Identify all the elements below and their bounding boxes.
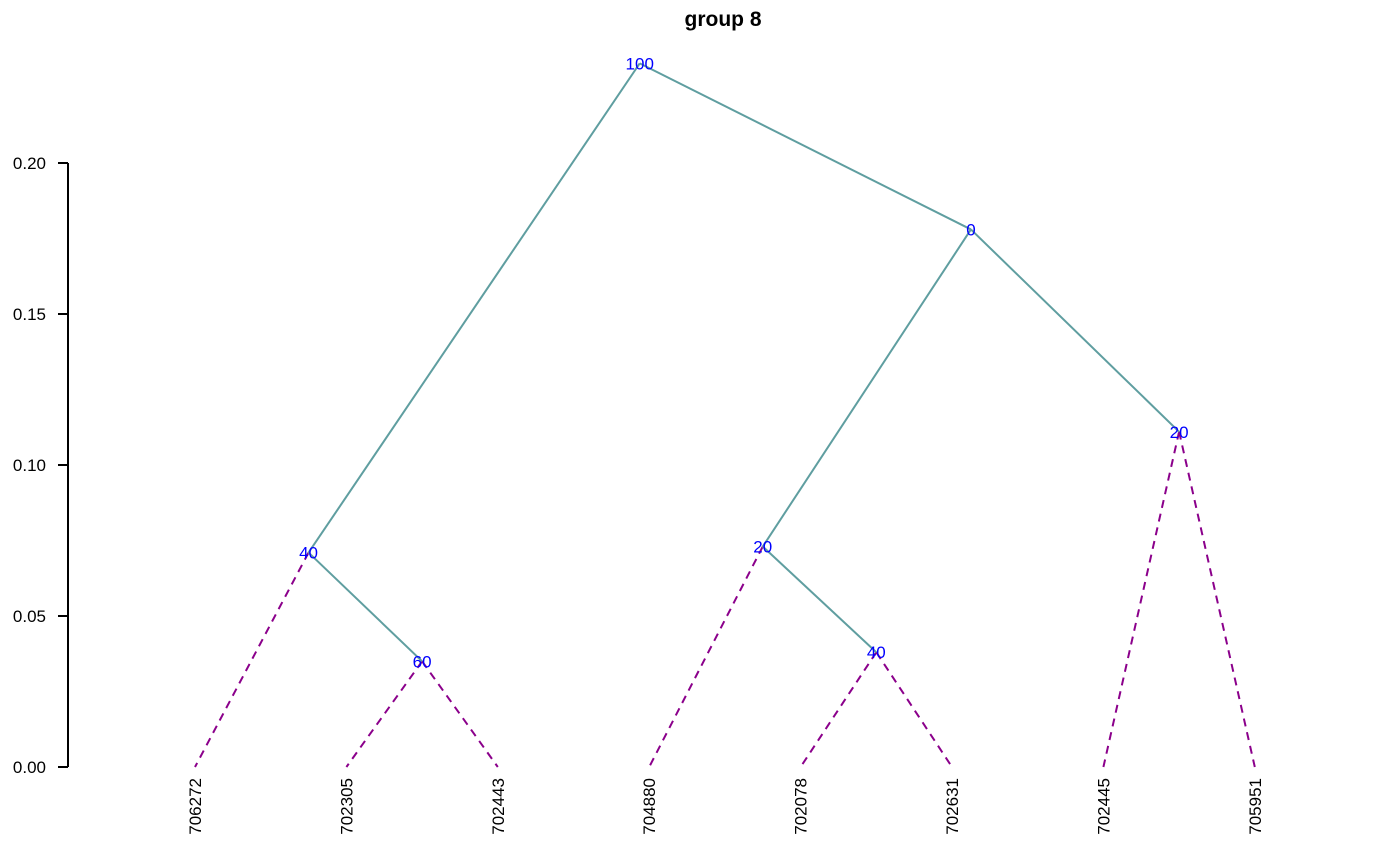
leaf-label: 704880 [640,778,659,835]
leaf-labels: 706272 702305 702443 704880 702078 702631 7024… [186,778,1265,835]
y-tick-label: 0.05 [13,607,46,626]
leaf-label: 702078 [792,778,811,835]
y-tick-label: 0.00 [13,758,46,777]
chart-title: group 8 [685,8,762,31]
branch-edge [761,228,972,548]
leaf-label: 705951 [1246,778,1265,835]
node-label: 20 [1170,423,1189,442]
leaf-label: 702631 [943,778,962,835]
node-label: 0 [966,220,975,239]
branch-edge [307,62,641,554]
leaf-edge [345,660,423,768]
leaf-edge [1178,431,1256,768]
leaf-edge [421,660,499,768]
node-labels: 60 40 40 20 20 0 100 [299,54,1188,671]
node-label: 60 [413,652,432,671]
leaf-edge [648,546,764,768]
dendrogram-edges [194,62,1256,768]
leaf-edge [799,651,878,768]
branch-edge [970,228,1180,433]
leaf-edge [194,552,310,768]
leaf-edge [1102,431,1181,768]
leaf-label: 706272 [186,778,205,835]
leaf-label: 702443 [489,778,508,835]
branch-edge [307,551,423,663]
node-label: 40 [867,643,886,662]
node-label: 40 [299,544,318,563]
node-label: 20 [753,538,772,557]
leaf-edge [875,651,953,768]
leaf-label: 702445 [1094,778,1113,835]
branch-edge [762,545,877,653]
node-label: 100 [626,54,654,73]
y-tick-label: 0.20 [13,154,46,173]
y-axis: 0.00 0.05 0.10 0.15 0.20 [13,154,69,777]
y-tick-label: 0.10 [13,456,46,475]
leaf-label: 702305 [337,778,356,835]
y-tick-label: 0.15 [13,305,46,324]
branch-edge [639,62,972,231]
